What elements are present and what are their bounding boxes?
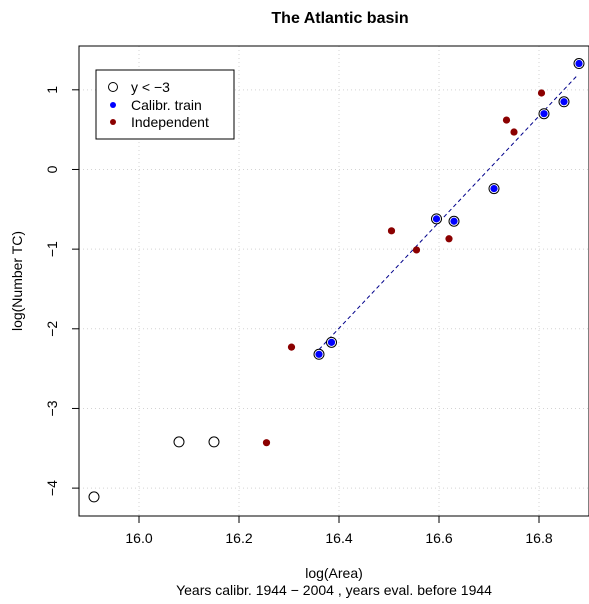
regression-line (318, 75, 577, 350)
point-y-lt-3 (208, 436, 220, 448)
x-tick-label: 16.2 (225, 530, 252, 546)
y-tick-label: −4 (44, 480, 60, 496)
point-y-lt-3 (173, 436, 185, 448)
point-independent (262, 439, 271, 447)
x-tick-label: 16.0 (125, 530, 152, 546)
point-independent (287, 343, 296, 351)
legend-marker-calibr (110, 102, 116, 108)
y-tick-label: −1 (44, 241, 60, 257)
y-tick-label: −3 (44, 400, 60, 416)
point-calibr-train (432, 215, 441, 223)
legend-marker-open (108, 82, 118, 92)
point-independent (412, 246, 421, 254)
regression-line-layer (318, 75, 577, 350)
legend-label-calibr-train: Calibr. train (131, 97, 202, 113)
x-axis: 16.0 16.2 16.4 16.6 16.8 (125, 516, 553, 546)
plot-frame (78, 45, 589, 517)
legend: y < −3 Calibr. train Independent (95, 69, 235, 140)
point-independent (387, 227, 396, 235)
point-independent (445, 235, 453, 243)
x-tick-label: 16.4 (325, 530, 352, 546)
legend-marker-independent (110, 119, 116, 125)
x-axis-label: log(Area) (305, 565, 363, 581)
y-tick-label: −2 (44, 321, 60, 337)
data-points (88, 58, 585, 503)
point-independent (510, 128, 518, 136)
chart-title: The Atlantic basin (271, 10, 408, 27)
chart-caption: Years calibr. 1944 − 2004 , years eval. … (176, 582, 492, 598)
point-calibr-train (327, 338, 336, 346)
point-calibr-train (450, 217, 458, 225)
legend-box (95, 69, 235, 140)
point-independent (537, 89, 546, 97)
point-calibr-train (540, 110, 548, 118)
y-tick-label: 0 (44, 165, 60, 173)
x-tick-label: 16.6 (425, 530, 452, 546)
point-calibr-train (560, 98, 568, 106)
x-tick-label: 16.8 (525, 530, 552, 546)
legend-label-independent: Independent (131, 114, 209, 130)
y-axis: −4 −3 −2 −1 0 1 (44, 86, 79, 496)
point-y-lt-3 (88, 491, 100, 503)
y-axis-label: log(Number TC) (9, 231, 25, 331)
point-calibr-train (490, 184, 498, 193)
legend-label-y-lt-3: y < −3 (131, 79, 170, 95)
y-tick-label: 1 (44, 86, 60, 94)
point-calibr-train (575, 59, 583, 68)
point-calibr-train (315, 350, 323, 358)
point-independent (502, 116, 511, 124)
